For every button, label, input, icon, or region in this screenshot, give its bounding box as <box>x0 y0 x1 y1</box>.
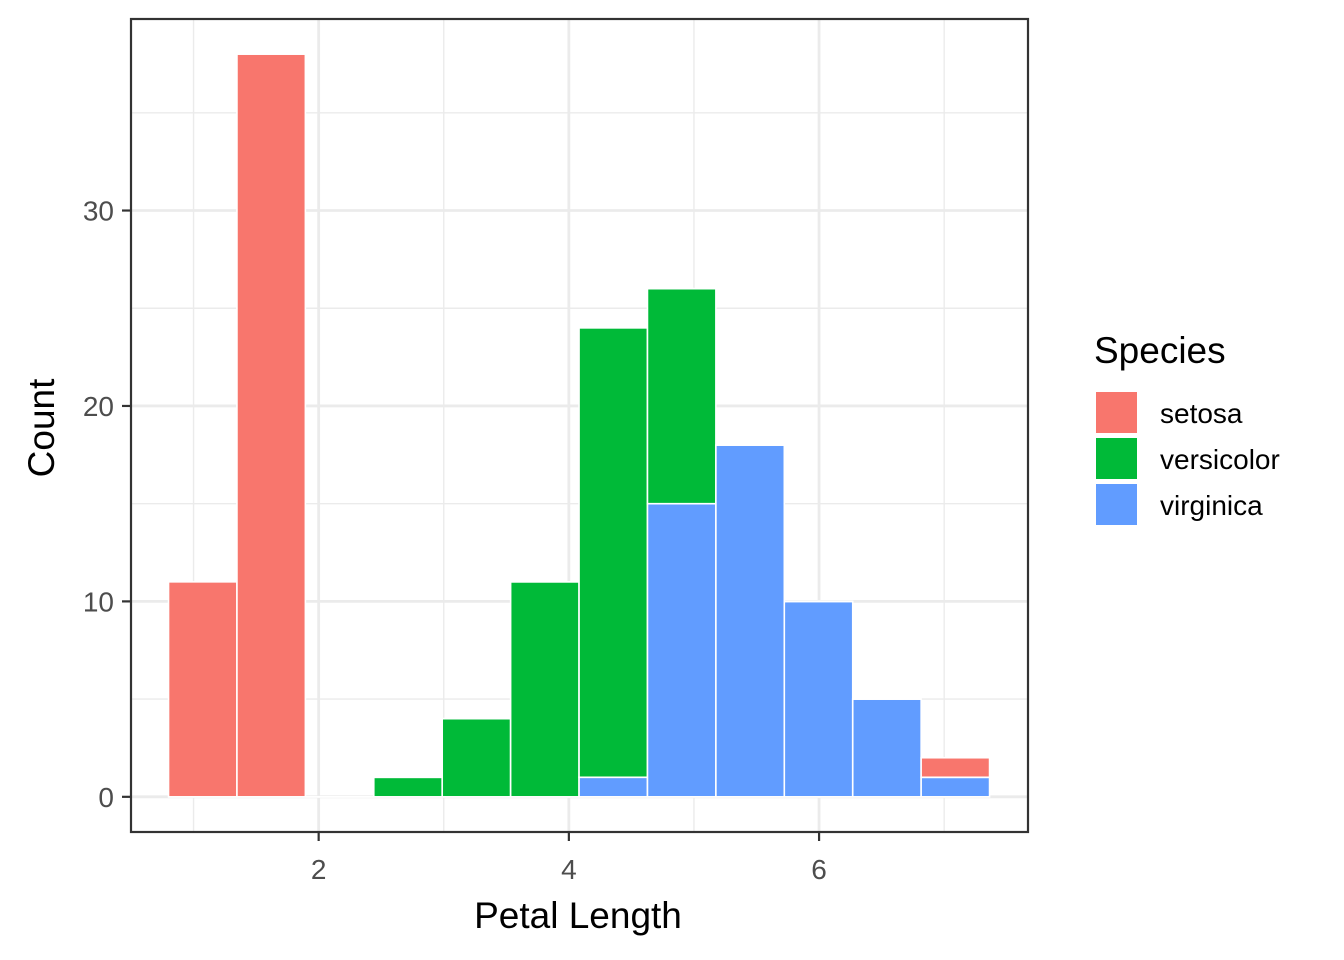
bar-virginica <box>715 444 786 798</box>
legend-label-virginica: virginica <box>1160 490 1263 521</box>
bar-versicolor <box>646 287 717 505</box>
bar-setosa <box>167 581 238 798</box>
panel-border <box>129 17 1030 834</box>
y-tick-label: 0 <box>98 782 114 813</box>
tick-labels: 2 4 6 0 10 20 30 <box>83 196 827 885</box>
bar-virginica <box>851 698 922 798</box>
x-axis-title: Petal Length <box>474 895 682 936</box>
bar-virginica <box>920 776 991 798</box>
x-tick-label: 6 <box>811 854 827 885</box>
bar-versicolor <box>509 581 580 798</box>
axis-ticks <box>122 209 821 841</box>
bar-virginica <box>578 776 649 798</box>
x-tick-label: 2 <box>311 854 327 885</box>
y-axis-title: Count <box>21 378 62 477</box>
y-tick-label: 30 <box>83 196 114 227</box>
legend-items: setosa versicolor virginica <box>1096 392 1280 525</box>
bar-versicolor <box>578 326 649 779</box>
legend-label-versicolor: versicolor <box>1160 444 1280 475</box>
legend: Species setosa versicolor virginica <box>1094 330 1280 525</box>
bar-setosa <box>920 756 991 779</box>
bar-virginica <box>646 502 717 798</box>
y-tick-label: 20 <box>83 391 114 422</box>
legend-key-versicolor <box>1096 438 1137 479</box>
legend-key-virginica <box>1096 484 1137 525</box>
y-tick-label: 10 <box>83 586 114 617</box>
x-tick-label: 4 <box>561 854 577 885</box>
legend-label-setosa: setosa <box>1160 398 1243 429</box>
bars-group <box>167 53 991 798</box>
bar-setosa <box>236 53 307 798</box>
bar-versicolor <box>372 776 444 798</box>
legend-title: Species <box>1094 330 1226 371</box>
legend-key-setosa <box>1096 392 1137 433</box>
bar-virginica <box>783 600 854 798</box>
bar-versicolor <box>441 717 512 798</box>
